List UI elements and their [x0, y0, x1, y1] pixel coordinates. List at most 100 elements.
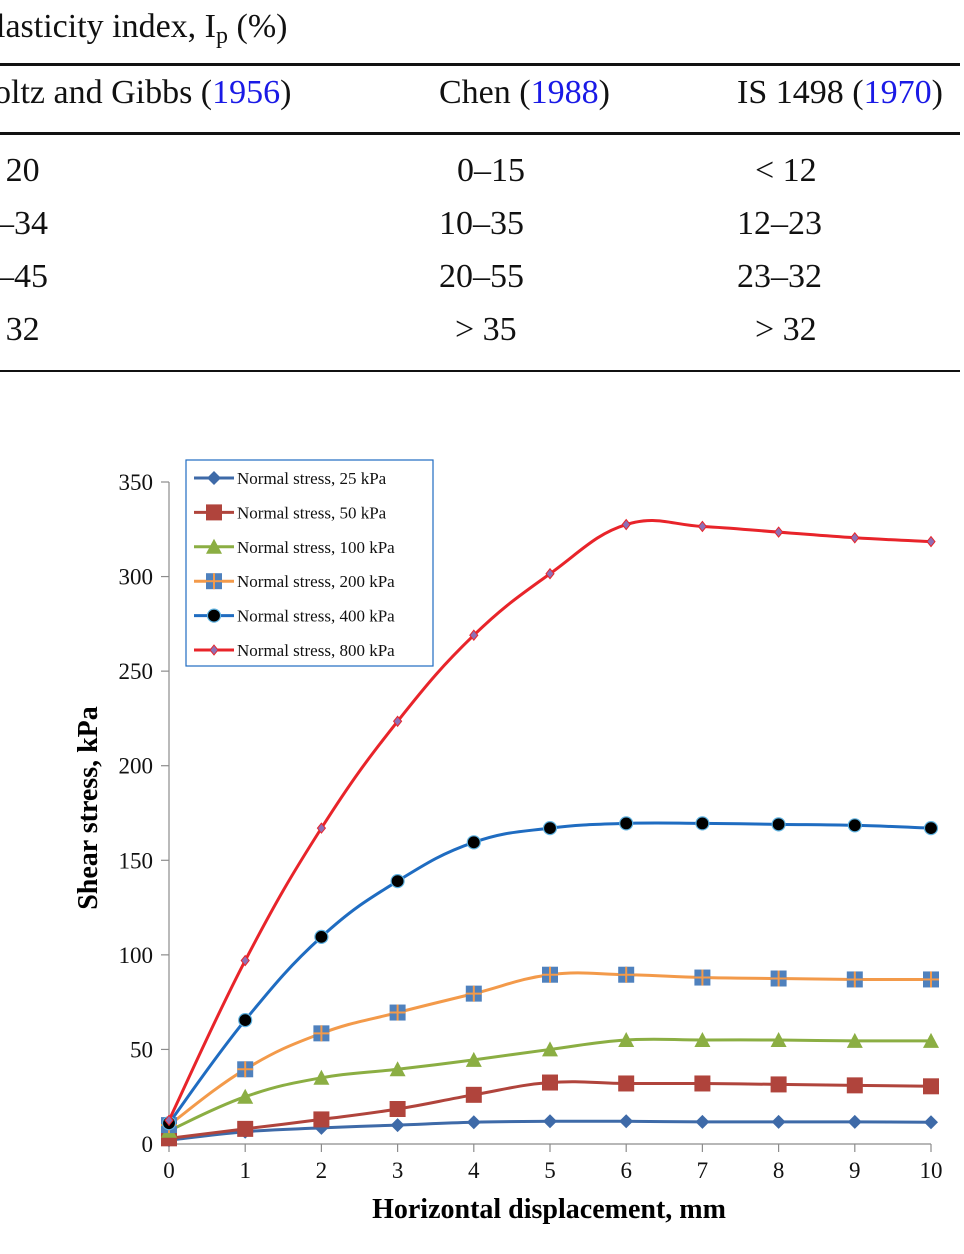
x-tick-label: 8: [773, 1158, 785, 1183]
data-point: [618, 1031, 635, 1047]
header-text: ): [931, 74, 943, 111]
data-point: [237, 1120, 254, 1137]
caption-unit: (%): [228, 8, 288, 45]
legend-label: Normal stress, 800 kPa: [237, 641, 395, 660]
data-point: [770, 1031, 787, 1047]
legend-item: Normal stress, 400 kPa: [194, 607, 395, 626]
data-point: [846, 971, 863, 988]
data-point: [164, 1114, 174, 1127]
table-cell: > 32: [755, 311, 817, 348]
x-tick-label: 6: [620, 1158, 632, 1183]
data-point: [694, 969, 711, 986]
legend-label: Normal stress, 100 kPa: [237, 538, 395, 557]
data-point: [619, 816, 634, 831]
chart-svg: 0 50 100 150 200 250 300 350 0 1 2 3 4 5 6 7 8 9 10 Normal…: [73, 459, 943, 1225]
table-cell: 0–15: [457, 152, 525, 189]
shear-stress-chart: 0 50 100 150 200 250 300 350 0 1 2 3 4 5 6 7 8 9 10 Normal…: [0, 430, 964, 1249]
legend-label: Normal stress, 25 kPa: [237, 469, 387, 488]
data-point: [542, 1074, 558, 1091]
caption-subscript: p: [216, 23, 229, 49]
data-point: [465, 985, 482, 1002]
y-tick-label: 350: [119, 470, 154, 495]
data-point: [923, 821, 939, 836]
data-point: [466, 835, 481, 850]
data-point: [542, 1041, 558, 1057]
header-text: oltz and Gibbs (: [0, 74, 213, 111]
data-point: [240, 954, 250, 967]
y-axis-label: Shear stress, kPa: [73, 706, 104, 910]
table-cell: 20–55: [439, 258, 524, 295]
data-point: [846, 1077, 863, 1094]
x-tick-label: 3: [392, 1158, 404, 1183]
table-bottom-rule: [0, 370, 960, 372]
x-tick-label: 10: [920, 1158, 943, 1183]
data-point: [697, 520, 708, 533]
y-tick-label: 50: [130, 1037, 153, 1062]
legend-marker: [206, 504, 222, 521]
data-point: [621, 518, 631, 531]
legend-item: Normal stress, 25 kPa: [194, 469, 387, 488]
table-cell: > 35: [455, 311, 517, 348]
table-cell: > 32: [0, 311, 40, 348]
y-tick-label: 250: [119, 659, 154, 684]
table-cell: < 12: [755, 152, 817, 189]
data-point: [465, 1051, 482, 1067]
data-point: [695, 816, 710, 831]
data-point: [847, 1114, 862, 1129]
data-point: [770, 1076, 787, 1093]
citation-link-1970[interactable]: 1970: [863, 74, 932, 111]
x-tick-label: 4: [468, 1158, 480, 1183]
data-point: [237, 1061, 254, 1078]
y-tick-label: 200: [119, 754, 154, 779]
data-point: [390, 1118, 405, 1133]
y-tick-label: 100: [119, 943, 154, 968]
legend-item: Normal stress, 200 kPa: [194, 572, 395, 591]
data-point: [542, 821, 558, 836]
legend-box: [185, 459, 434, 667]
data-point: [619, 1114, 634, 1129]
series-line: [167, 821, 932, 1125]
header-text: ): [598, 74, 610, 111]
data-point: [313, 1111, 330, 1128]
data-point: [924, 1115, 938, 1130]
y-tick-label: 150: [119, 848, 154, 873]
data-point: [846, 1032, 863, 1048]
table-header-rule: [0, 132, 960, 135]
data-point: [543, 1114, 557, 1129]
data-point: [542, 966, 558, 983]
data-point: [313, 1069, 330, 1085]
data-point: [314, 929, 329, 944]
legend-label: Normal stress, 200 kPa: [237, 572, 395, 591]
x-tick-label: 9: [849, 1158, 861, 1183]
citation-link-1956[interactable]: 1956: [212, 74, 281, 111]
table-cell: 23–32: [737, 258, 822, 295]
header-text: IS 1498 (: [737, 74, 864, 111]
legend-label: Normal stress, 50 kPa: [237, 503, 387, 522]
legend: Normal stress, 25 kPa Normal stress, 50 k…: [185, 459, 434, 667]
data-point: [465, 1086, 482, 1103]
y-tick-label: 300: [119, 565, 154, 590]
legend-label: Normal stress, 400 kPa: [237, 607, 395, 626]
header-is1498: IS 1498 (1970): [737, 74, 943, 112]
caption-text: lasticity index, I: [0, 8, 217, 45]
table-cell: 3–45: [0, 258, 48, 295]
legend-marker: [206, 573, 222, 590]
data-point: [850, 531, 860, 544]
data-point: [469, 629, 479, 642]
data-point: [771, 1114, 786, 1129]
data-point: [466, 1115, 481, 1130]
header-text: ): [280, 74, 292, 111]
x-tick-label: 5: [544, 1158, 556, 1183]
data-point: [313, 1025, 330, 1042]
data-point: [618, 966, 635, 983]
legend-marker: [207, 471, 221, 485]
series-4: [161, 966, 939, 1134]
data-point: [770, 970, 787, 987]
series-1: [162, 1114, 938, 1148]
data-point: [773, 526, 784, 538]
x-tick-label: 1: [239, 1158, 251, 1183]
header-text: Chen (: [439, 74, 531, 111]
legend-item: Normal stress, 800 kPa: [194, 641, 395, 660]
citation-link-1988[interactable]: 1988: [530, 74, 599, 111]
table-cell: 10–35: [439, 205, 524, 242]
